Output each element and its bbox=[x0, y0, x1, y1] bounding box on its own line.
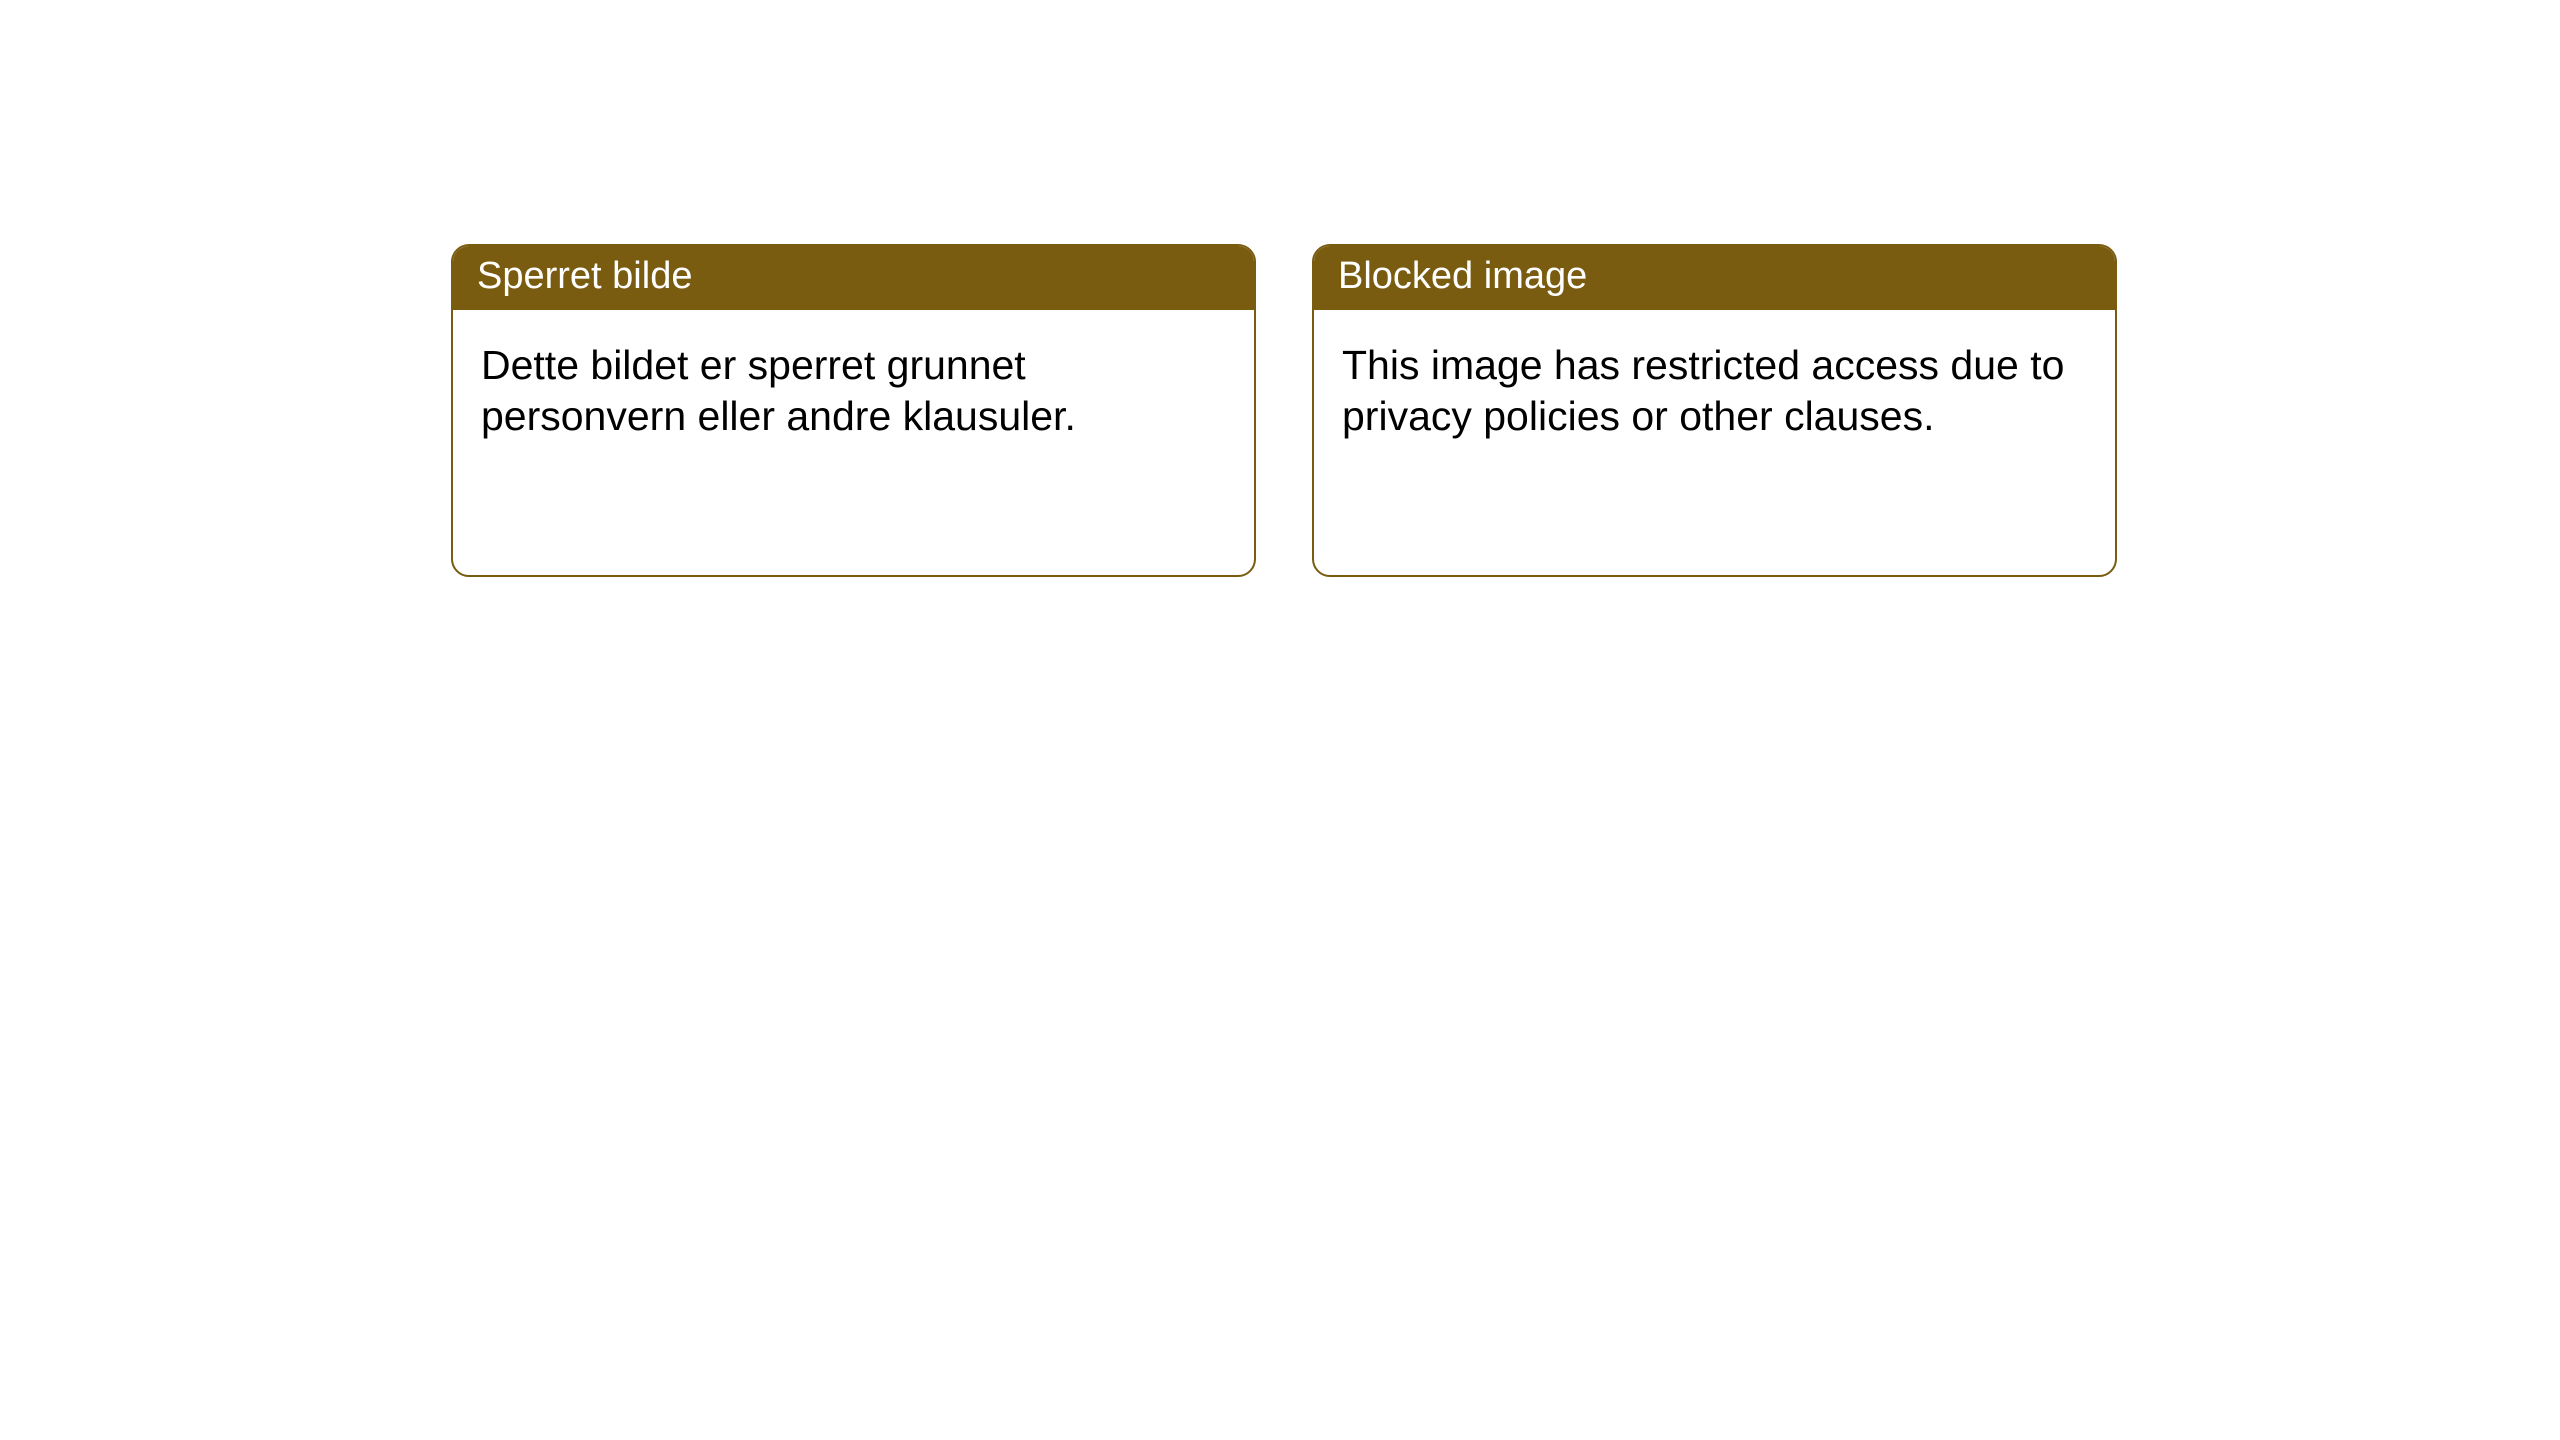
notice-body: This image has restricted access due to … bbox=[1314, 310, 2115, 473]
notice-body: Dette bildet er sperret grunnet personve… bbox=[453, 310, 1254, 473]
notice-header: Sperret bilde bbox=[453, 246, 1254, 310]
notice-header: Blocked image bbox=[1314, 246, 2115, 310]
notice-card-norwegian: Sperret bilde Dette bildet er sperret gr… bbox=[451, 244, 1256, 577]
notice-card-english: Blocked image This image has restricted … bbox=[1312, 244, 2117, 577]
notice-container: Sperret bilde Dette bildet er sperret gr… bbox=[0, 0, 2560, 577]
